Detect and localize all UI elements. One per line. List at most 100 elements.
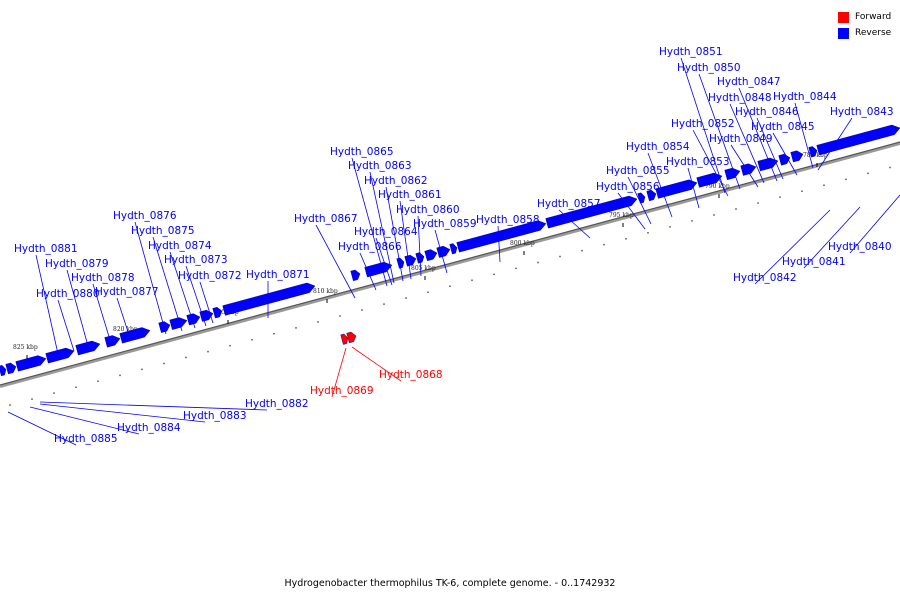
leader-line [385, 186, 404, 282]
leader-line [434, 229, 448, 274]
leader-line [756, 117, 784, 180]
reverse-gene-arrow [646, 189, 657, 202]
scale-label: 795 kbp [609, 212, 634, 219]
backbone-line [0, 141, 900, 386]
scale-label: 820 kbp [113, 326, 138, 333]
gene-label: Hydth_0884 [117, 422, 181, 434]
reverse-gene-arrow [186, 313, 201, 326]
reverse-gene-arrow [808, 146, 818, 158]
reverse-gene-arrow [724, 167, 741, 181]
gene-label: Hydth_0878 [71, 272, 135, 284]
reverse-swatch [838, 27, 849, 39]
gene-label: Hydth_0858 [476, 214, 540, 226]
leader-line [369, 171, 395, 284]
gene-label: Hydth_0885 [54, 433, 118, 445]
gene-label: Hydth_0869 [310, 385, 374, 397]
legend: Forward Reverse [838, 9, 891, 41]
leader-line [794, 102, 814, 169]
leader-line [399, 200, 412, 280]
leader-line [698, 73, 741, 190]
gene-label: Hydth_0857 [537, 198, 601, 210]
leader-line [817, 117, 853, 171]
scale-label: 825 kbp [13, 344, 38, 351]
gene-label: Hydth_0871 [246, 269, 310, 281]
leader-line [39, 401, 268, 411]
forward-gene-arrow [346, 331, 357, 344]
reverse-gene-arrow [816, 124, 900, 156]
reverse-gene-arrow [119, 327, 151, 344]
gene-label: Hydth_0868 [379, 369, 443, 381]
backbone-shadow [0, 142, 900, 388]
forward-gene-arrow [340, 333, 349, 345]
gene-label: Hydth_0861 [378, 189, 442, 201]
reverse-gene-arrow [5, 362, 17, 375]
leader-line [116, 297, 131, 339]
gene-label: Hydth_0854 [626, 141, 690, 153]
gene-label: Hydth_0866 [338, 241, 402, 253]
leader-line [29, 406, 140, 435]
gene-label: Hydth_0841 [782, 256, 846, 268]
leader-line [647, 152, 673, 218]
leader-line [57, 299, 75, 352]
gene-label: Hydth_0881 [14, 243, 78, 255]
leader-line [738, 87, 778, 182]
scale-label: 805 kbp [411, 265, 436, 272]
leader-line [351, 157, 388, 287]
leader-line [351, 346, 402, 382]
leader-line [772, 132, 798, 176]
leader-line [92, 283, 111, 341]
gene-label: Hydth_0882 [245, 398, 309, 410]
reverse-gene-arrow [404, 254, 417, 267]
gene-label: Hydth_0865 [330, 146, 394, 158]
label-leaders [7, 57, 900, 446]
gene-label: Hydth_0879 [45, 258, 109, 270]
genome-backbone [0, 141, 900, 388]
leader-line [375, 237, 393, 286]
reverse-gene-arrow [545, 195, 638, 229]
reverse-gene-arrow [637, 192, 646, 204]
leader-line [152, 236, 183, 332]
gene-label: Hydth_0855 [606, 165, 670, 177]
reverse-gene-arrow [655, 179, 698, 199]
reverse-gene-arrow [0, 365, 7, 377]
leader-line [199, 281, 214, 324]
leader-line [680, 57, 726, 194]
gene-label: Hydth_0846 [735, 106, 799, 118]
reverse-gene-arrow [222, 282, 316, 316]
reverse-gene-arrow [350, 269, 361, 282]
forward-swatch [838, 11, 849, 23]
gene-label: Hydth_0847 [717, 76, 781, 88]
gene-arrows [0, 124, 900, 377]
gene-label: Hydth_0849 [709, 133, 773, 145]
gene-label: Hydth_0862 [364, 175, 428, 187]
scale-label: 790 kbp [705, 183, 730, 190]
leader-line [66, 269, 89, 347]
gene-label: Hydth_0864 [354, 226, 418, 238]
gene-label: Hydth_0848 [708, 92, 772, 104]
reverse-gene-arrow [424, 249, 438, 262]
reverse-gene-arrow [436, 245, 451, 258]
gene-label: Hydth_0867 [294, 213, 358, 225]
leader-line [7, 411, 77, 446]
leader-line [558, 209, 591, 239]
gene-label: Hydth_0851 [659, 46, 723, 58]
gene-label: Hydth_0880 [36, 288, 100, 300]
reverse-gene-arrow [45, 347, 75, 364]
gene-label: Hydth_0852 [671, 118, 735, 130]
gene-label: Hydth_0844 [773, 91, 837, 103]
leader-line [803, 206, 861, 269]
reverse-gene-arrow [169, 317, 188, 330]
legend-item-reverse: Reverse [838, 25, 891, 41]
gene-label: Hydth_0842 [733, 272, 797, 284]
gene-label: Hydth_0876 [113, 210, 177, 222]
gene-label: Hydth_0883 [183, 410, 247, 422]
legend-label-reverse: Reverse [855, 28, 892, 38]
leader-line [185, 265, 207, 327]
gene-label: Hydth_0860 [396, 204, 460, 216]
genome-caption: Hydrogenobacter thermophilus TK-6, compl… [284, 578, 616, 589]
leader-line [417, 215, 422, 277]
gene-label: Hydth_0874 [148, 240, 212, 252]
leader-line [134, 221, 167, 335]
leader-line [35, 254, 59, 355]
leader-line [315, 224, 356, 299]
